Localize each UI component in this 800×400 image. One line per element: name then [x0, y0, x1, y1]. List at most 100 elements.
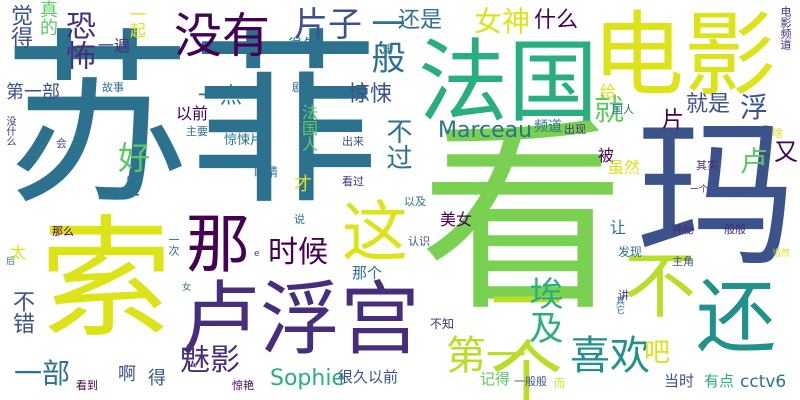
word-hou: 后	[6, 257, 16, 267]
word-jiang: 讲	[618, 289, 629, 302]
word-name: 那么	[52, 225, 74, 238]
word-nage: 那个	[352, 264, 383, 282]
word-nvshen: 女神	[474, 5, 531, 38]
word-suo: 索	[40, 203, 172, 357]
word-cai: 才	[294, 174, 312, 195]
word-zhende: 真的	[37, 0, 58, 36]
word-gei: 给	[600, 82, 617, 101]
word-a: 啊	[118, 364, 136, 385]
word-yiqi: 一起	[127, 6, 146, 38]
word-marceau: Marceau	[438, 118, 533, 143]
word-banban: 般般	[724, 223, 746, 236]
word-yibu: 一部	[14, 357, 71, 390]
word-haishi: 还是	[398, 8, 443, 33]
word-diyi: 第一	[446, 333, 526, 379]
word-aiji: 埃及	[523, 276, 563, 344]
word-lufugong: 卢浮宫	[180, 273, 420, 366]
word-shenmi: 神秘	[672, 223, 694, 236]
word-xihuan: 喜欢	[570, 333, 650, 379]
word-zhuyao: 主要	[186, 125, 208, 138]
word-faguo: 法国	[418, 30, 598, 135]
word-pian: 片	[662, 108, 685, 133]
word-you: 又	[774, 138, 798, 166]
word-hui: 会	[56, 137, 67, 150]
word-fu: 浮	[740, 91, 769, 124]
word-chuxian: 出现	[564, 123, 586, 136]
word-renshi: 认识	[408, 235, 430, 248]
word-henjiu: 很久	[288, 37, 316, 53]
word-geyi: 一个	[690, 185, 709, 195]
word-sufei: 苏菲	[3, 12, 379, 231]
word-kongbu: 恐怖	[60, 10, 95, 70]
word-shuo: 说	[294, 213, 305, 226]
word-pianzi: 片子	[294, 5, 362, 45]
word-pindao: 频道	[534, 119, 562, 135]
word-guanren: 国人	[612, 103, 634, 116]
word-yici: 一次	[167, 234, 180, 256]
word-zhe: 这	[342, 194, 408, 271]
word-jiushi: 就是	[686, 92, 731, 117]
word-yanjing: 眼睛	[254, 165, 279, 179]
word-jingyan: 惊艳	[232, 379, 254, 392]
word-mogying: 魅影	[180, 343, 240, 378]
word-yiqian: 以前	[176, 104, 209, 123]
word-shang: 上	[118, 176, 141, 201]
word-sophie: Sophie	[270, 366, 345, 391]
word-chulai: 出来	[342, 135, 364, 148]
word-yiban: 一般	[365, 6, 405, 74]
word-yiji: 以及	[404, 195, 426, 208]
word-shihou: 时候	[268, 235, 328, 270]
word-faxian: 发现	[618, 245, 643, 259]
word-yan: 演	[382, 43, 393, 56]
word-suiran: 虽然	[608, 158, 641, 177]
word-she: 啥	[772, 127, 783, 140]
word-yige: 一个	[478, 264, 562, 400]
word-jingsongpian: 惊悚片	[224, 133, 264, 148]
word-dangshi: 当时	[664, 372, 695, 390]
word-huan: 还	[696, 271, 776, 364]
word-henjiuyiqian: 很久以前	[338, 368, 399, 386]
word-ma: 玛	[636, 102, 797, 289]
word-yidian: 一点	[198, 84, 243, 109]
word-bucuo: 不错	[9, 290, 34, 334]
word-youdian: 有点	[704, 372, 735, 390]
word-tai: 太	[7, 244, 26, 260]
word-dianying: 电影	[592, 2, 777, 109]
word-buzhi: 不知	[430, 317, 455, 331]
word-yibanban: 一般般	[514, 375, 547, 388]
word-dangran: 当然	[772, 249, 791, 259]
word-juqing: 剧情	[292, 81, 314, 94]
word-kan: 看	[420, 101, 625, 339]
word-lu: 卢	[740, 145, 769, 178]
word-rang: 让	[610, 218, 627, 237]
word-bei: 被	[598, 146, 615, 165]
word-shenme: 什么	[534, 8, 579, 33]
word-mei: 没有	[174, 8, 271, 64]
word-qita: 其它	[614, 296, 624, 314]
word-faguoren: 法国人	[299, 104, 318, 152]
word-qishi: 其实	[696, 159, 718, 172]
word-buguo: 不过	[382, 118, 412, 170]
word-meinv: 美女	[440, 210, 473, 229]
word-jingsong: 惊悚	[348, 82, 393, 107]
word-ba: 吧	[644, 338, 671, 368]
word-bu: 不	[624, 244, 697, 328]
word-zhujiao: 主角	[672, 255, 694, 268]
word-e: e	[254, 249, 260, 259]
word-kanguo: 看过	[342, 175, 364, 188]
word-de: 得	[148, 368, 166, 389]
word-gushi: 故事	[102, 81, 124, 94]
word-er: 而	[554, 377, 565, 390]
word-meishenme: 没什么	[4, 116, 15, 146]
word-jide: 记得	[480, 370, 511, 388]
word-diyibu: 第一部	[6, 82, 60, 103]
word-juede: 觉得	[7, 4, 32, 48]
word-yibian: 一遍	[98, 36, 131, 55]
word-na: 那	[175, 210, 249, 274]
word-hao: 好	[118, 139, 151, 177]
word-cctv6: cctv6	[740, 372, 787, 392]
word-nv: 女	[180, 282, 190, 291]
word-kandao: 看到	[76, 379, 98, 392]
word-jiu: 就	[594, 93, 624, 128]
